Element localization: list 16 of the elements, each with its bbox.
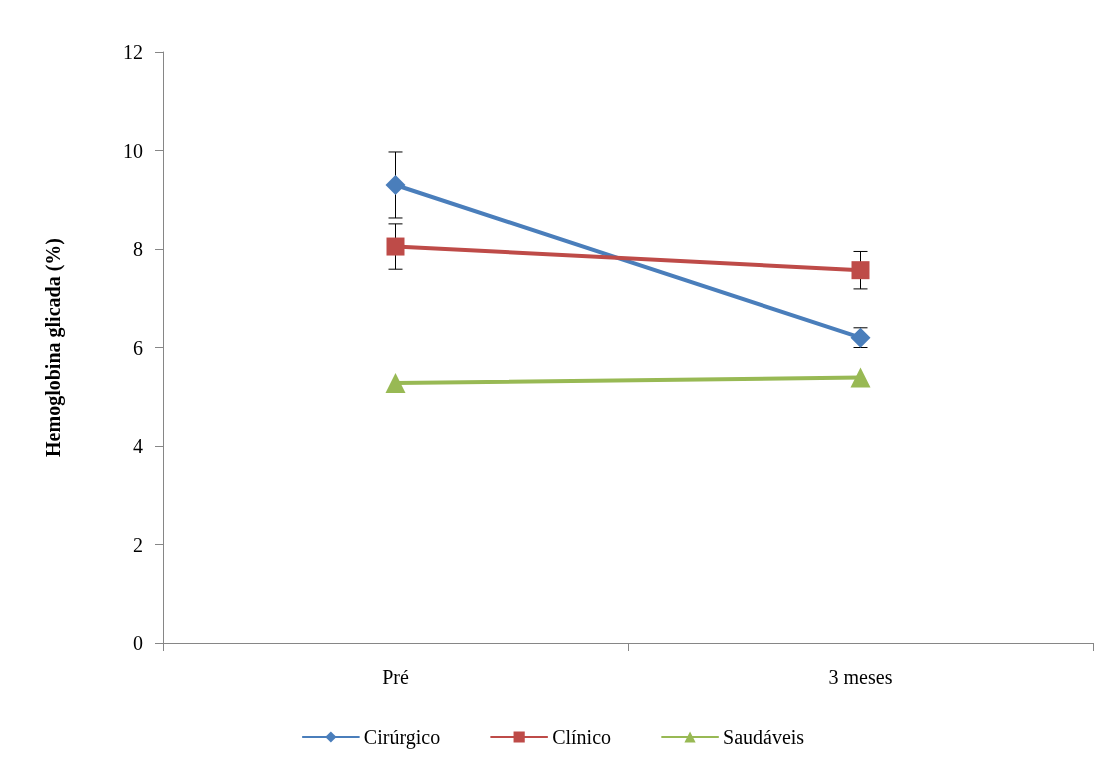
x-tick-label: Pré [382, 666, 409, 688]
y-tick-label: 0 [133, 632, 143, 654]
y-tick-label: 6 [133, 336, 143, 359]
legend-label: Saudáveis [723, 726, 805, 748]
y-tick-label: 4 [133, 435, 143, 457]
point [385, 174, 406, 195]
legend-label: Cirúrgico [363, 726, 441, 749]
y-tick-label: 2 [133, 533, 143, 556]
y-tick-label: 10 [123, 139, 143, 162]
y-tick-label: 12 [123, 41, 143, 63]
y-tick-label: 8 [133, 238, 143, 260]
y-axis-title: Hemoglobina glicada (%) [42, 238, 65, 457]
point [851, 261, 870, 280]
legend-label: Clínico [552, 726, 612, 748]
point [386, 237, 405, 256]
x-tick-label: 3 meses [828, 666, 893, 688]
